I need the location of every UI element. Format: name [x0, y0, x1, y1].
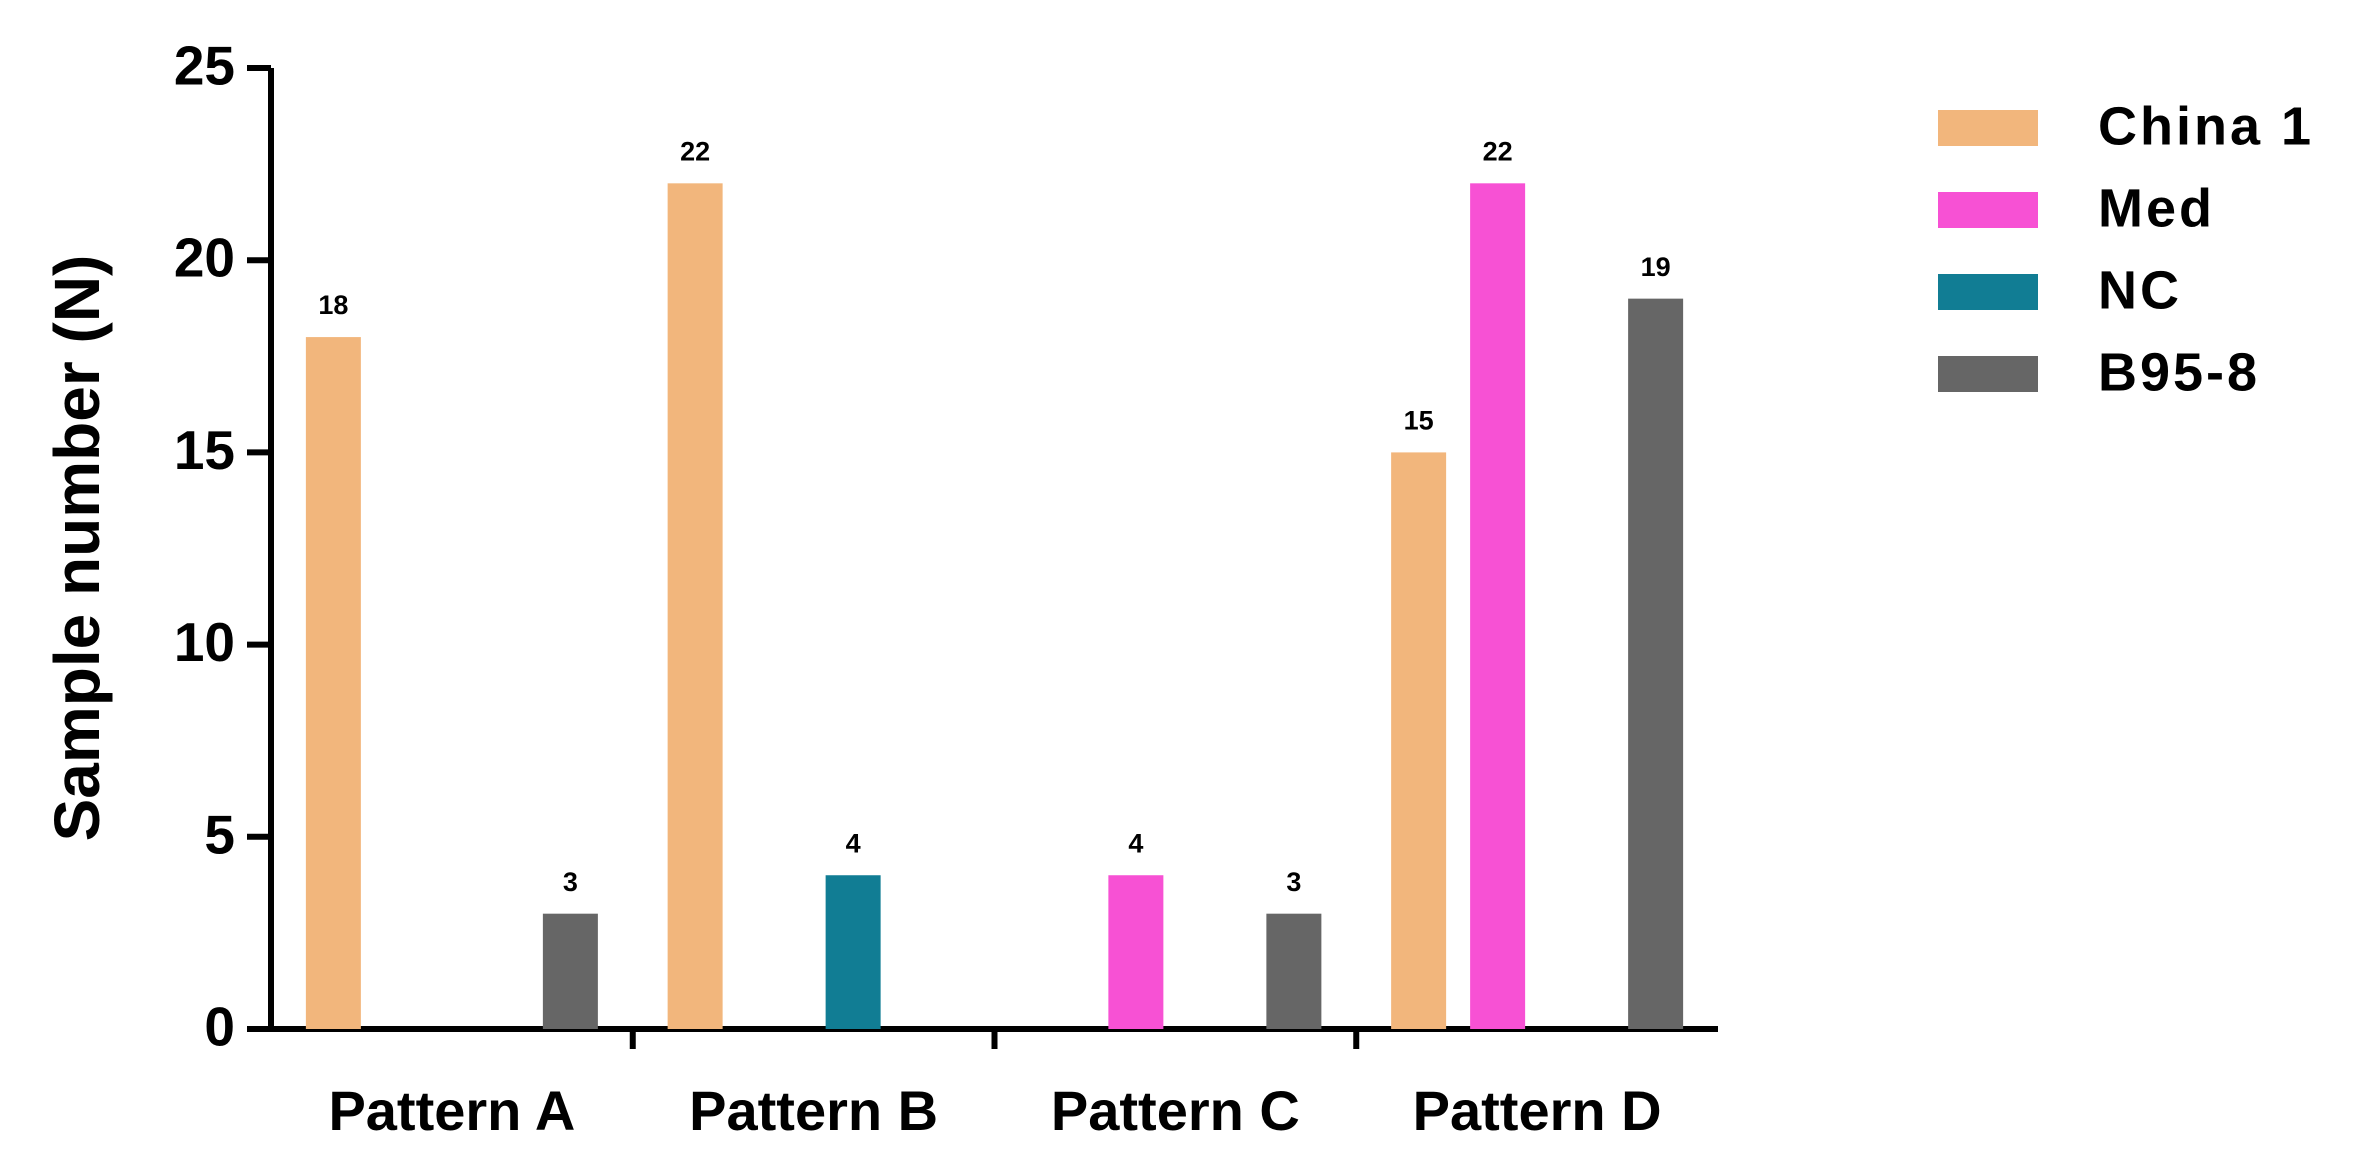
- data-label: 15: [1404, 406, 1434, 436]
- bar: [1628, 298, 1684, 1029]
- legend-label: B95-8: [2098, 342, 2260, 402]
- data-label: 4: [1128, 828, 1143, 858]
- data-label: 4: [846, 828, 861, 858]
- y-tick-label: 25: [174, 35, 235, 97]
- legend-swatch: [1938, 110, 2038, 146]
- data-label: 3: [563, 867, 578, 897]
- x-tick-label: Pattern D: [1413, 1079, 1662, 1142]
- data-label: 3: [1286, 867, 1301, 897]
- bar: [1470, 183, 1526, 1029]
- data-label: 18: [318, 290, 348, 320]
- legend-label: China 1: [2098, 96, 2314, 156]
- bar: [542, 913, 598, 1029]
- data-label: 22: [1483, 136, 1513, 166]
- legend-swatch: [1938, 192, 2038, 228]
- bar: [1108, 875, 1164, 1029]
- y-tick-label: 15: [174, 419, 235, 481]
- data-label: 22: [680, 136, 710, 166]
- y-axis-label: Sample number (N): [41, 255, 113, 842]
- bar: [305, 337, 361, 1030]
- x-tick-label: Pattern B: [689, 1079, 938, 1142]
- y-tick-label: 0: [204, 996, 235, 1058]
- y-tick-label: 5: [204, 803, 235, 865]
- x-tick-label: Pattern C: [1051, 1079, 1300, 1142]
- bar: [667, 183, 723, 1029]
- x-tick-label: Pattern A: [328, 1079, 575, 1142]
- legend-label: NC: [2098, 260, 2182, 320]
- y-tick-label: 10: [174, 611, 235, 673]
- legend-label: Med: [2098, 178, 2215, 238]
- bar: [825, 875, 881, 1029]
- y-tick-label: 20: [174, 227, 235, 289]
- legend-swatch: [1938, 274, 2038, 310]
- bar: [1391, 452, 1447, 1029]
- legend-swatch: [1938, 356, 2038, 392]
- data-label: 19: [1641, 252, 1671, 282]
- bar: [1266, 913, 1322, 1029]
